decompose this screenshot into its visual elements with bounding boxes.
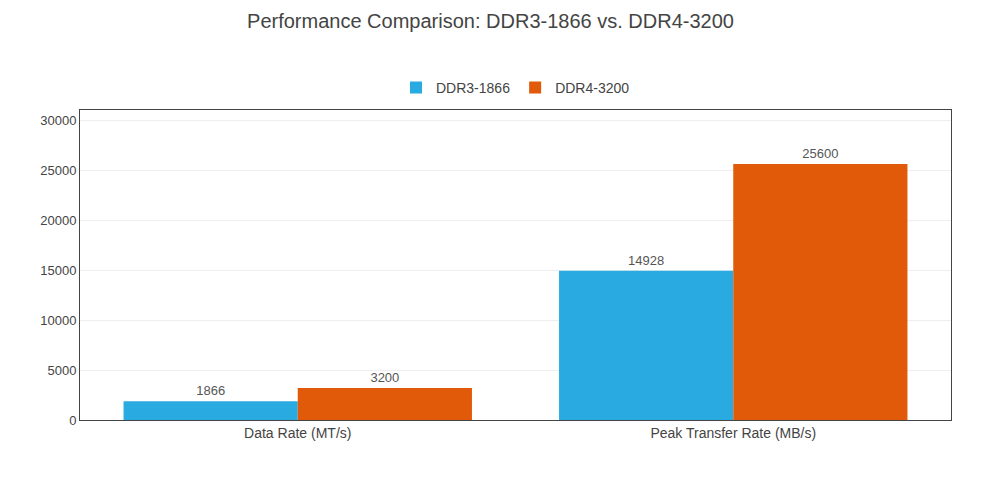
svg-text:3200: 3200 [370,370,399,385]
svg-text:30000: 30000 [40,113,76,128]
svg-text:20000: 20000 [40,213,76,228]
svg-text:15000: 15000 [40,263,76,278]
svg-text:25600: 25600 [802,146,838,161]
svg-text:Data Rate (MT/s): Data Rate (MT/s) [244,425,351,441]
svg-text:25000: 25000 [40,163,76,178]
svg-text:DDR4-3200: DDR4-3200 [555,80,629,96]
svg-text:1866: 1866 [196,383,225,398]
svg-text:14928: 14928 [628,253,664,268]
svg-text:DDR3-1866: DDR3-1866 [436,80,510,96]
svg-text:0: 0 [69,413,76,428]
svg-text:10000: 10000 [40,313,76,328]
svg-text:5000: 5000 [47,363,76,378]
svg-text:Performance Comparison: DDR3-1: Performance Comparison: DDR3-1866 vs. DD… [247,10,734,32]
svg-text:Peak Transfer Rate (MB/s): Peak Transfer Rate (MB/s) [650,425,816,441]
